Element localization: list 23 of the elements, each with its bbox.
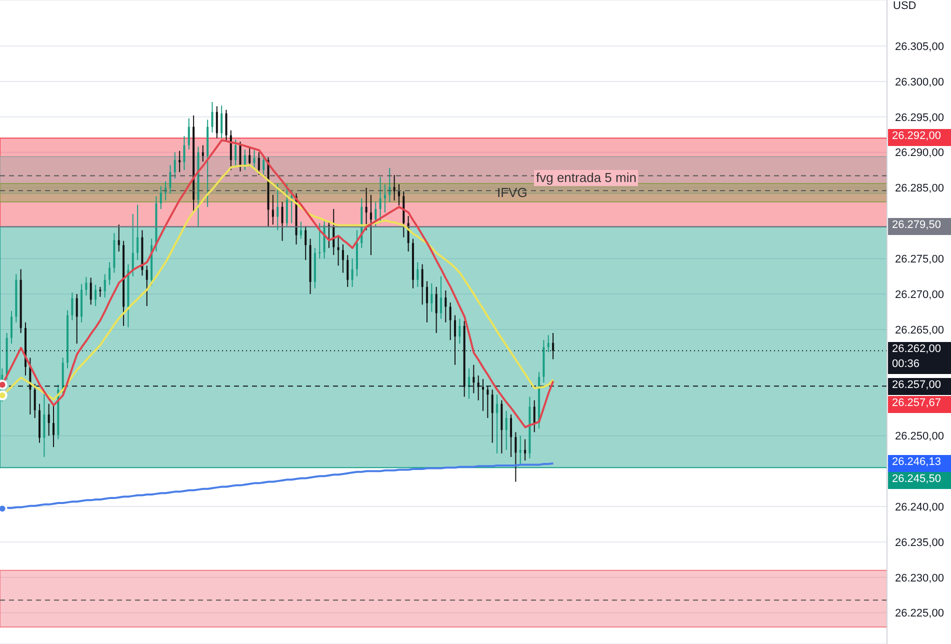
y-tick-label: 26.265,00	[895, 324, 944, 336]
text: 26.292,00	[888, 128, 951, 146]
y-tick-label: 26.230,00	[895, 572, 944, 584]
y-tick-label: 26.240,00	[895, 501, 944, 514]
ref-line-label: 26.279,50	[892, 218, 942, 234]
y-tick-label: 26.250,00	[895, 430, 944, 443]
ref-line-label: 26.262,00 00:36	[892, 342, 942, 372]
y-tick-label: 26.305,00	[895, 40, 944, 53]
text: 26.245,50	[888, 472, 951, 489]
y-tick-label: 26.295,00	[895, 112, 944, 124]
text: 26.257,67	[888, 396, 951, 413]
y-tick-label: 26.275,00	[895, 253, 944, 266]
y-tick-label: 26.225,00	[895, 608, 944, 620]
annotation: fvg entrada 5 min	[534, 170, 638, 186]
y-tick-label: 26.270,00	[895, 288, 944, 301]
text: 26.246,13	[888, 454, 951, 472]
annotation: IFVG	[496, 185, 528, 201]
y-tick-label: 26.300,00	[895, 76, 944, 88]
y-tick-label: 26.285,00	[895, 182, 944, 195]
y-tick-label: 26.235,00	[895, 536, 944, 549]
ref-line-label: 26.257,00	[892, 378, 942, 393]
y-axis-title: USD	[893, 0, 916, 12]
y-tick-label: 26.290,00	[895, 147, 944, 160]
